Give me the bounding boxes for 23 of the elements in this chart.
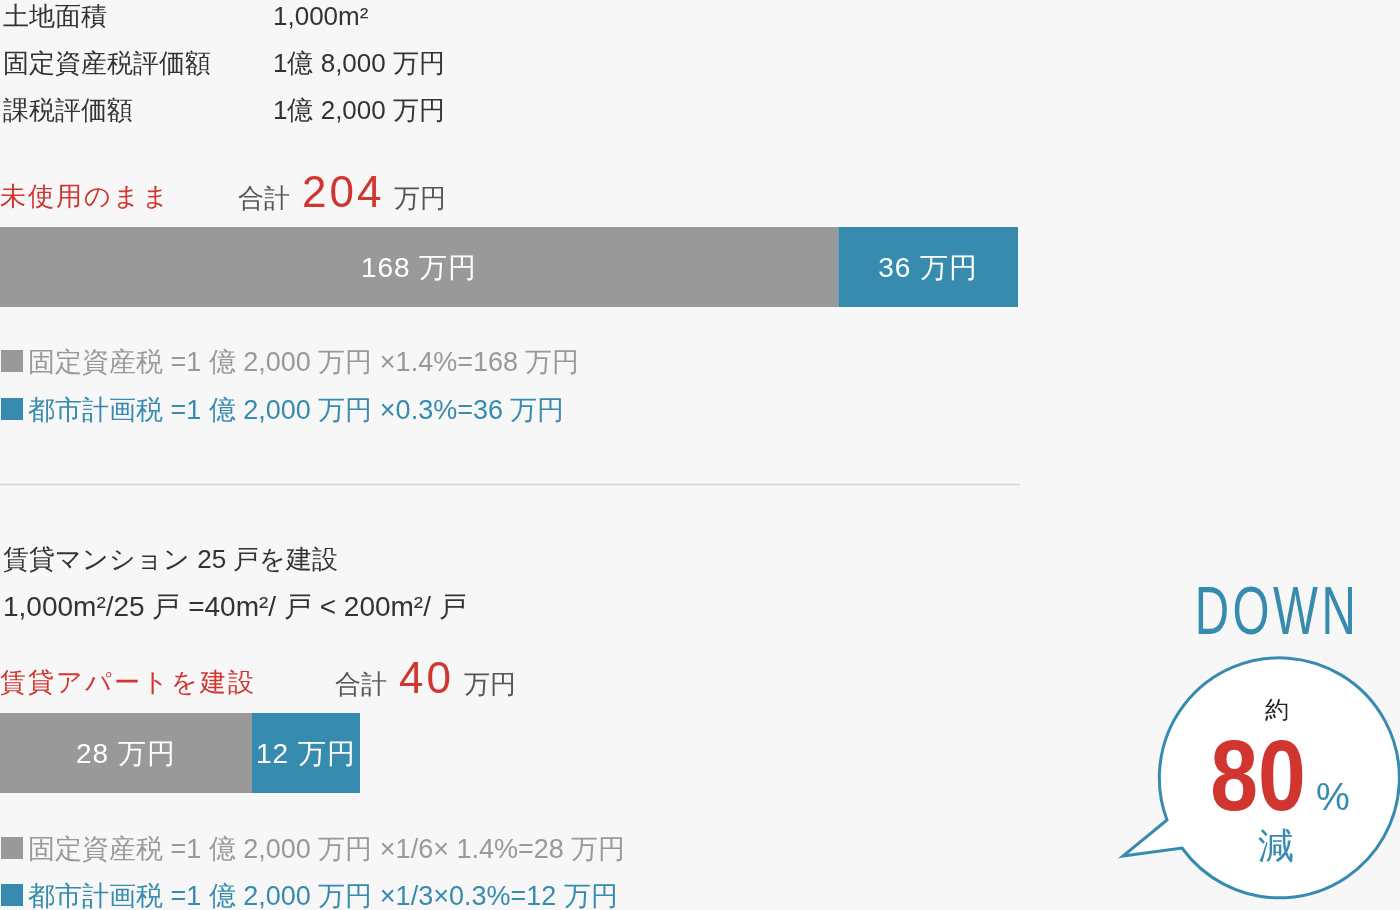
annotation: 1億 8,000 万円 — [273, 48, 445, 78]
annotation: 課税評価額 — [3, 95, 133, 125]
category-label: 賃貸アパートを建設 — [0, 667, 256, 697]
annotation: % — [1316, 776, 1350, 818]
legend-label: 固定資産税 =1 億 2,000 万円 ×1.4%=168 万円 — [28, 347, 580, 377]
value-label: 28 万円 — [76, 738, 176, 769]
legend-label: 都市計画税 =1 億 2,000 万円 ×1/3×0.3%=12 万円 — [28, 881, 618, 910]
annotation: 約 — [1265, 696, 1289, 723]
annotation: 固定資産税評価額 — [3, 48, 211, 78]
annotation: 1,000m²/25 戸 =40m²/ 戸 < 200m²/ 戸 — [3, 591, 467, 622]
annotation: 土地面積 — [3, 1, 107, 31]
legend-label: 固定資産税 =1 億 2,000 万円 ×1/6× 1.4%=28 万円 — [28, 834, 626, 864]
value-label: 36 万円 — [878, 252, 979, 283]
total: 合計 204 万円 — [238, 167, 447, 216]
annotation: 1,000m² — [273, 1, 369, 31]
annotation: 1億 2,000 万円 — [273, 95, 445, 125]
value-label: 168 万円 — [360, 252, 478, 283]
annotation: DOWN — [1194, 572, 1360, 648]
annotation: 賃貸マンション 25 戸を建設 — [3, 544, 339, 574]
category-label: 未使用のまま — [0, 181, 171, 211]
value-label: 12 万円 — [256, 738, 356, 769]
legend-label: 都市計画税 =1 億 2,000 万円 ×0.3%=36 万円 — [28, 395, 565, 425]
total: 合計 40 万円 — [335, 653, 516, 702]
